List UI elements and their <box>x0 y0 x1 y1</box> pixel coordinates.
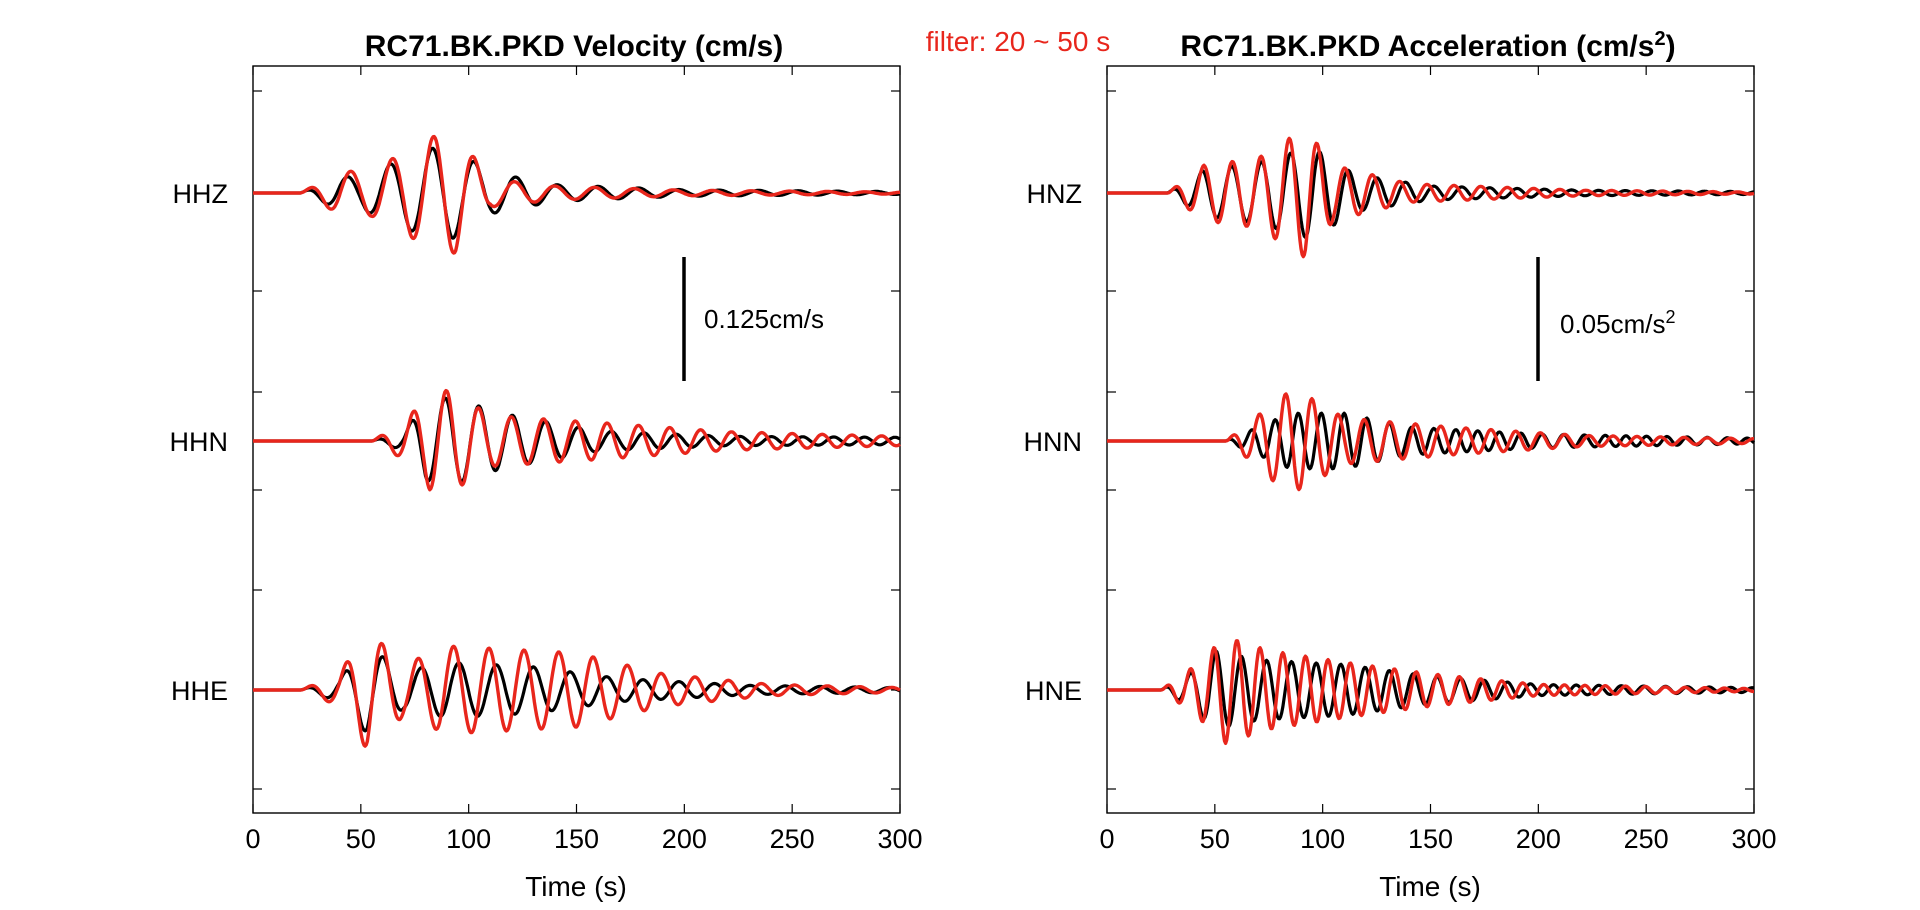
velocity-panel: RC71.BK.PKD Velocity (cm/s) 0 50 100 150 200… <box>170 30 923 902</box>
hnn-red-trace <box>1106 392 1755 492</box>
acceleration-x-axis: 0 50 100 150 200 250 300 <box>1099 66 1777 854</box>
x-tick-label: 150 <box>1408 824 1453 854</box>
acceleration-traces <box>1106 136 1756 745</box>
x-tick-label: 100 <box>446 824 491 854</box>
x-tick-label: 0 <box>1099 824 1114 854</box>
x-tick-label: 100 <box>1300 824 1345 854</box>
acceleration-title-main: RC71.BK.PKD Acceleration (cm/s <box>1180 30 1654 63</box>
velocity-channel-labels: HHZ HHN HHE <box>170 179 229 706</box>
acceleration-scale-label-sup: 2 <box>1666 307 1676 327</box>
velocity-x-axis-title: Time (s) <box>525 871 627 902</box>
velocity-traces <box>252 134 901 748</box>
x-tick-label: 200 <box>1516 824 1561 854</box>
hnz-red-trace <box>1106 136 1755 259</box>
acceleration-title: RC71.BK.PKD Acceleration (cm/s2) <box>1180 28 1675 63</box>
acceleration-title-sup: 2 <box>1654 28 1665 50</box>
acceleration-title-end: ) <box>1666 30 1676 63</box>
channel-label-hhe: HHE <box>171 676 228 706</box>
x-tick-label: 200 <box>662 824 707 854</box>
acceleration-channel-labels: HNZ HNN HNE <box>1024 179 1083 706</box>
channel-label-hne: HNE <box>1025 676 1082 706</box>
x-tick-label: 50 <box>346 824 376 854</box>
hhn-red-trace <box>252 388 901 492</box>
velocity-x-axis: 0 50 100 150 200 250 300 <box>245 66 923 854</box>
x-tick-label: 50 <box>1200 824 1230 854</box>
hhz-red-trace <box>252 134 901 255</box>
velocity-title: RC71.BK.PKD Velocity (cm/s) <box>365 30 783 63</box>
channel-label-hnn: HNN <box>1024 427 1083 457</box>
hhe-red-trace <box>252 641 901 748</box>
filter-label: filter: 20 ~ 50 s <box>926 26 1110 57</box>
hne-red-trace <box>1106 639 1755 745</box>
acceleration-scale-label-main: 0.05cm/s <box>1560 309 1666 339</box>
acceleration-x-axis-title: Time (s) <box>1379 871 1481 902</box>
acceleration-scale-label: 0.05cm/s2 <box>1560 307 1676 339</box>
channel-label-hnz: HNZ <box>1027 179 1083 209</box>
channel-label-hhz: HHZ <box>173 179 229 209</box>
x-tick-label: 300 <box>877 824 922 854</box>
x-tick-label: 300 <box>1731 824 1776 854</box>
acceleration-panel: RC71.BK.PKD Acceleration (cm/s2) 0 50 100 1… <box>1024 28 1777 902</box>
channel-label-hhn: HHN <box>170 427 229 457</box>
x-tick-label: 0 <box>245 824 260 854</box>
x-tick-label: 150 <box>554 824 599 854</box>
x-tick-label: 250 <box>770 824 815 854</box>
velocity-scale-label: 0.125cm/s <box>704 304 824 334</box>
x-tick-label: 250 <box>1624 824 1669 854</box>
